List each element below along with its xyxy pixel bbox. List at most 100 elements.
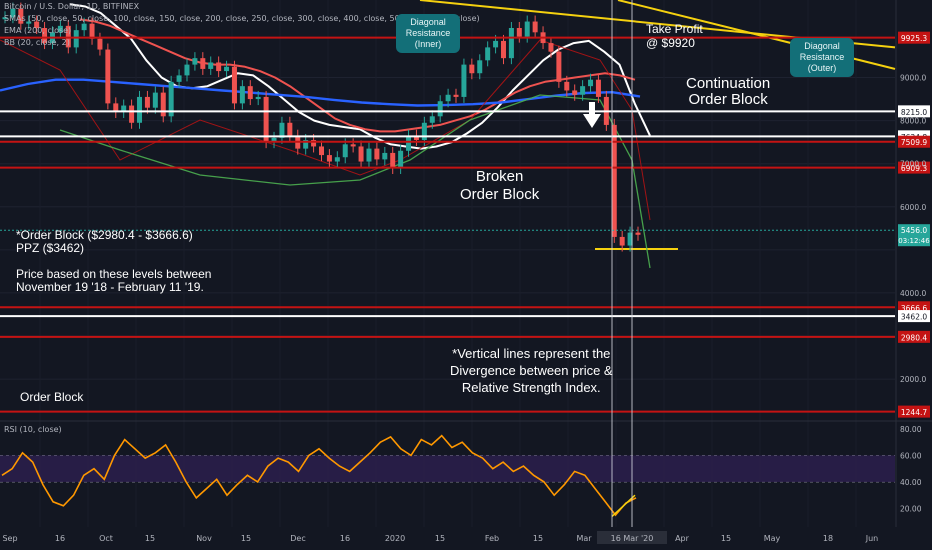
rsi-tick-label: 60.00 — [900, 451, 922, 460]
candle — [532, 21, 538, 33]
time-tick-label: 15 — [435, 534, 445, 543]
level-tag — [898, 31, 930, 44]
rsi-indicator-label[interactable]: RSI (10, close) — [4, 425, 62, 434]
countdown-label: 03:12:46 — [898, 237, 930, 245]
time-tick-label: May — [764, 534, 781, 543]
time-tick-label: Mar — [576, 534, 592, 543]
chart-symbol-title[interactable]: Bitcoin / U.S. Dollar, 1D, BITFINEX — [4, 2, 140, 11]
price-based-note: Price based on these levels between Nove… — [16, 267, 212, 294]
time-tick-label: 16 Mar '20 — [611, 534, 654, 543]
time-tick-label: Dec — [290, 534, 305, 543]
current-price-label: 5456.0 — [901, 226, 927, 235]
candle — [485, 47, 491, 61]
level-tag — [898, 330, 930, 343]
level-tag — [898, 405, 930, 418]
candle — [342, 144, 348, 158]
candle — [398, 150, 404, 168]
candle — [493, 40, 499, 48]
candle — [334, 157, 340, 162]
level-tag-label: 8215.0 — [901, 108, 927, 117]
candle — [18, 8, 24, 24]
candle — [152, 92, 158, 108]
rsi-panel — [1, 434, 637, 517]
level-tag-label: 9925.3 — [901, 34, 927, 43]
candle — [627, 232, 633, 246]
candle — [176, 75, 182, 82]
rsi-trend-line — [611, 494, 636, 517]
candle — [89, 23, 95, 39]
candle — [10, 8, 16, 18]
time-tick-label: Sep — [2, 534, 17, 543]
rsi-axis-labels: 20.00 40.00 60.00 80.00 — [900, 425, 922, 514]
candle — [26, 21, 32, 24]
divergence-vertical-lines — [611, 0, 633, 527]
time-tick-label: Jun — [865, 534, 879, 543]
candle — [508, 28, 514, 59]
candle — [255, 96, 261, 100]
ma-line — [69, 3, 651, 150]
ema-indicator-label[interactable]: EMA (200, close) — [4, 26, 72, 35]
candle — [595, 79, 601, 97]
candle — [453, 94, 459, 97]
candle — [144, 96, 150, 108]
candle — [73, 30, 79, 48]
current-price-tag — [898, 224, 930, 247]
price-tick-label: 6000.0 — [900, 203, 926, 212]
candle — [421, 122, 427, 140]
time-tick-label: Oct — [99, 534, 113, 543]
candle — [208, 62, 214, 69]
candle — [516, 28, 522, 37]
price-tick-label: 7000.0 — [900, 160, 926, 169]
candle — [611, 124, 617, 237]
candle — [57, 25, 63, 33]
time-tick-label: Apr — [675, 534, 690, 543]
candle — [564, 81, 570, 91]
candle — [588, 79, 594, 87]
time-tick-label: Nov — [196, 534, 212, 543]
order-block-range-label: *Order Block ($2980.4 - $3666.6) PPZ ($3… — [16, 228, 193, 255]
candle — [358, 146, 364, 162]
level-tag — [898, 105, 930, 118]
candle — [121, 105, 127, 112]
candle — [303, 140, 309, 149]
time-tick-label: 15 — [241, 534, 251, 543]
candle — [374, 148, 380, 160]
candle — [231, 66, 237, 104]
arrow-shaft — [589, 102, 595, 116]
level-tag-label: 2980.4 — [901, 333, 927, 342]
level-tag-label: 3666.6 — [901, 304, 927, 313]
candle — [192, 58, 198, 65]
candle — [105, 49, 111, 104]
candle — [2, 17, 8, 20]
candle — [42, 28, 48, 44]
rsi-line — [1, 434, 637, 517]
candle — [326, 155, 332, 162]
price-tick-label: 2000.0 — [900, 375, 926, 384]
level-tag-label: 7509.9 — [901, 138, 927, 147]
price-axis-labels: 9925.38215.07634.87509.96909.33666.63462… — [898, 31, 930, 418]
ma-line — [79, 18, 636, 133]
time-label-highlight — [597, 531, 667, 544]
candle — [271, 137, 277, 143]
candle — [390, 152, 396, 168]
chart-grid — [0, 0, 932, 527]
level-tag-label: 3462.0 — [901, 313, 927, 322]
candle — [160, 92, 166, 117]
bb-indicator-label[interactable]: BB (20, close, 2) — [4, 38, 70, 47]
level-tag-label: 6909.3 — [901, 164, 927, 173]
candle — [319, 146, 324, 156]
level-tag — [898, 135, 930, 148]
candle — [580, 86, 586, 95]
candle — [445, 94, 451, 102]
candle — [224, 66, 230, 72]
time-tick-label: 15 — [721, 534, 731, 543]
candle — [311, 140, 317, 147]
price-tick-label: 4000.0 — [900, 289, 926, 298]
level-tag-label: 1244.7 — [901, 408, 927, 417]
candle — [350, 144, 356, 147]
candle — [137, 96, 143, 123]
horizontal-levels — [0, 36, 895, 413]
smas-indicator-label[interactable]: SMAs (50, close, 50, close, 100, close, … — [4, 14, 480, 23]
time-tick-label: 16 — [340, 534, 350, 543]
